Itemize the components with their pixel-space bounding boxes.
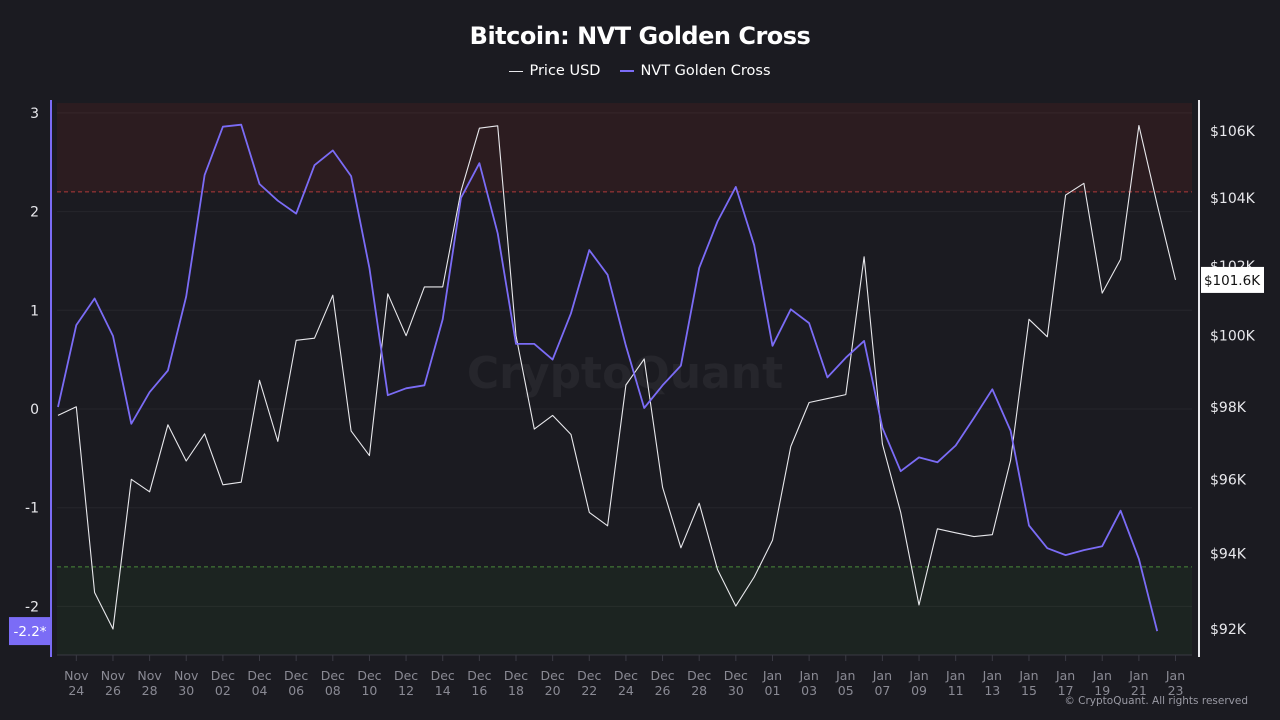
x-tick-label: Jan 11 <box>945 668 965 698</box>
series-line-price <box>57 124 1177 630</box>
x-tick-label: Dec 10 <box>357 668 381 698</box>
legend-item-nvt[interactable]: NVT Golden Cross <box>620 63 771 79</box>
x-tick-label: Dec 08 <box>321 668 345 698</box>
right-tick-label: $96K <box>1210 472 1247 488</box>
x-tick-label: Jan 07 <box>872 668 892 698</box>
legend-swatch-nvt <box>620 70 635 72</box>
legend-swatch-price <box>509 70 524 72</box>
x-tick-label: Jan 09 <box>908 668 928 698</box>
price-last-value-box <box>1201 266 1264 293</box>
series-points-nvt <box>57 124 1158 632</box>
x-tick-label: Jan 19 <box>1092 668 1112 698</box>
left-tick-label: 2 <box>30 205 39 221</box>
x-tick-label: Dec 06 <box>284 668 308 698</box>
legend-label-nvt: NVT Golden Cross <box>640 63 771 79</box>
x-tick-label: Dec 30 <box>724 668 748 698</box>
x-tick-label: Dec 02 <box>211 668 235 698</box>
x-tick-label: Nov 28 <box>137 668 162 698</box>
x-tick-label: Dec 04 <box>247 668 271 698</box>
copyright: © CryptoQuant. All rights reserved <box>1064 695 1248 707</box>
right-tick-label: $100K <box>1210 329 1256 345</box>
x-tick-label: Dec 28 <box>687 668 711 698</box>
x-tick-label: Nov 26 <box>101 668 126 698</box>
x-tick-label: Jan 13 <box>982 668 1002 698</box>
x-tick-label: Nov 24 <box>64 668 89 698</box>
price-last-value-label: $101.6K <box>1204 273 1261 289</box>
x-tick-label: Jan 21 <box>1128 668 1148 698</box>
x-tick-label: Jan 15 <box>1018 668 1038 698</box>
x-tick-label: Jan 17 <box>1055 668 1075 698</box>
right-tick-label: $92K <box>1210 622 1247 638</box>
left-tick-label: 3 <box>30 106 39 122</box>
nvt-last-value-box <box>9 617 51 646</box>
legend-item-price[interactable]: Price USD <box>509 63 600 79</box>
left-tick-label: -1 <box>25 501 39 517</box>
left-tick-label: -2 <box>25 599 39 615</box>
x-tick-label: Dec 12 <box>394 668 418 698</box>
chart-title: Bitcoin: NVT Golden Cross <box>469 22 811 50</box>
left-tick-label: 0 <box>30 402 39 418</box>
series-points-price <box>57 125 1176 630</box>
x-tick-label: Dec 22 <box>577 668 601 698</box>
x-tick-label: Dec 14 <box>431 668 455 698</box>
band-oversold <box>57 566 1192 655</box>
right-tick-label: $98K <box>1210 400 1247 416</box>
x-tick-label: Nov 30 <box>174 668 199 698</box>
x-tick-label: Jan 03 <box>798 668 818 698</box>
x-tick-label: Jan 05 <box>835 668 855 698</box>
x-tick-label: Dec 20 <box>541 668 565 698</box>
legend: Price USD NVT Golden Cross <box>0 63 1280 79</box>
x-tick-label: Jan 01 <box>762 668 782 698</box>
x-tick-label: Dec 16 <box>467 668 491 698</box>
band-overheated <box>57 103 1192 192</box>
x-tick-label: Dec 26 <box>650 668 674 698</box>
nvt-last-value-label: -2.2* <box>13 624 46 640</box>
x-tick-label: Dec 18 <box>504 668 528 698</box>
legend-label-price: Price USD <box>529 63 601 79</box>
right-tick-label: $94K <box>1210 546 1247 562</box>
x-tick-label: Dec 24 <box>614 668 638 698</box>
right-tick-label: $104K <box>1210 191 1256 207</box>
right-tick-label: $106K <box>1210 124 1256 140</box>
x-tick-label: Jan 23 <box>1165 668 1185 698</box>
left-tick-label: 1 <box>30 303 39 319</box>
